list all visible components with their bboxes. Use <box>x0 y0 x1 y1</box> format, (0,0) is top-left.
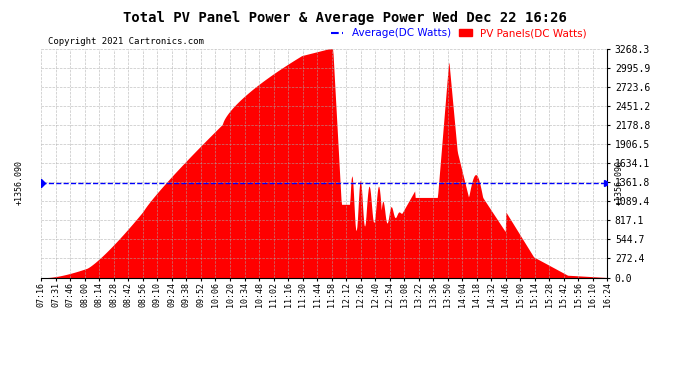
Text: Total PV Panel Power & Average Power Wed Dec 22 16:26: Total PV Panel Power & Average Power Wed… <box>123 11 567 25</box>
Text: +1356.090: +1356.090 <box>15 160 24 205</box>
Legend: Average(DC Watts), PV Panels(DC Watts): Average(DC Watts), PV Panels(DC Watts) <box>326 24 591 42</box>
Text: Copyright 2021 Cartronics.com: Copyright 2021 Cartronics.com <box>48 38 204 46</box>
Text: +1356.090: +1356.090 <box>615 160 624 205</box>
